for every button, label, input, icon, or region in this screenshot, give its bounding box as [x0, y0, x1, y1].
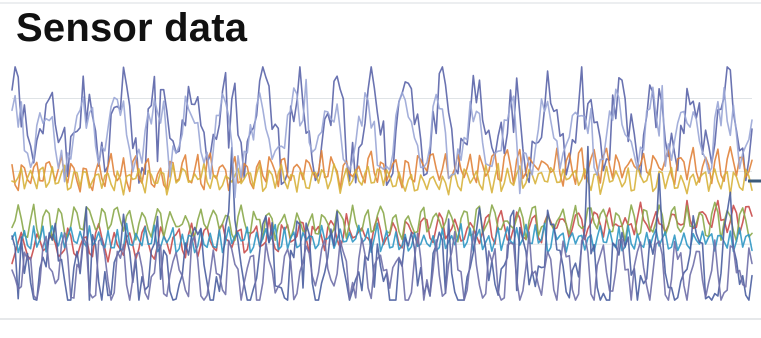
series-line-9 [11, 230, 753, 301]
bottom-divider [0, 318, 761, 320]
series-line-1 [11, 66, 753, 186]
series-line-3 [11, 162, 753, 196]
top-divider [0, 2, 761, 4]
series-line-2 [11, 146, 753, 193]
series-line-6 [11, 222, 753, 254]
series-line-8 [11, 78, 753, 199]
chart-title: Sensor data [16, 6, 248, 50]
